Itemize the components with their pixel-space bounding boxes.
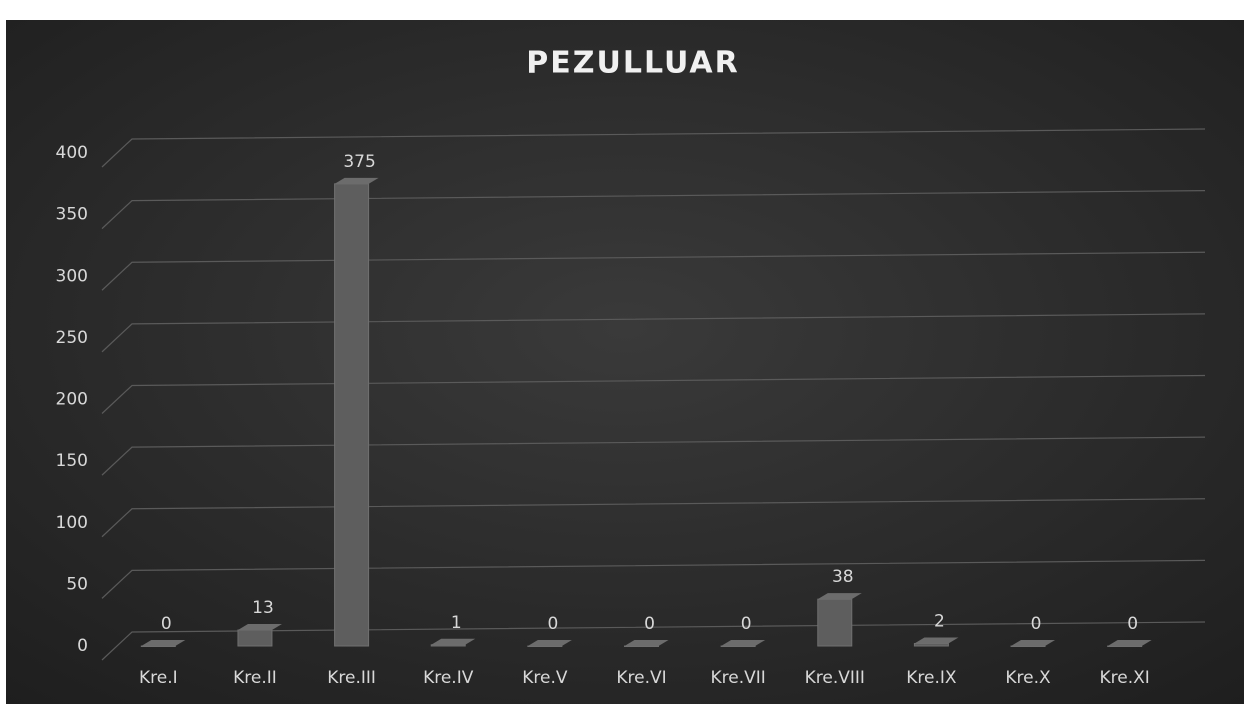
data-label: 0 — [1031, 614, 1042, 634]
x-tick-label: Kre.VII — [710, 668, 765, 688]
bar-top — [527, 640, 572, 646]
data-label: 0 — [644, 614, 655, 634]
bar-top — [624, 640, 669, 646]
x-tick-label: Kre.XI — [1100, 668, 1150, 688]
data-label: 1 — [451, 613, 462, 633]
bar — [1010, 645, 1046, 647]
data-label: 2 — [934, 612, 945, 632]
y-tick-label: 100 — [56, 513, 88, 533]
data-label: 0 — [741, 614, 752, 634]
y-tick-label: 250 — [56, 328, 88, 348]
bar — [913, 643, 949, 647]
bar-top — [914, 637, 959, 644]
bar-top — [1011, 640, 1056, 646]
x-tick-label: Kre.II — [233, 668, 277, 688]
y-tick-label: 50 — [66, 574, 88, 594]
bar — [140, 645, 176, 647]
grid-line — [101, 374, 1206, 414]
data-label: 0 — [161, 614, 172, 634]
grid-line — [101, 559, 1206, 599]
bar — [430, 644, 466, 647]
grid-line — [101, 436, 1206, 476]
x-tick-label: Kre.VIII — [805, 668, 865, 688]
data-label: 375 — [343, 152, 375, 172]
chart-background — [6, 20, 1244, 704]
y-tick-label: 200 — [56, 390, 88, 410]
x-tick-label: Kre.I — [139, 668, 178, 688]
grid-line — [101, 313, 1206, 353]
data-label: 13 — [252, 598, 274, 618]
bar-top — [237, 623, 282, 630]
bar — [1107, 645, 1143, 647]
bar — [527, 645, 563, 647]
grid-line — [101, 190, 1206, 230]
data-label: 38 — [832, 567, 854, 587]
bar-top — [431, 638, 476, 645]
data-label: 0 — [1127, 614, 1138, 634]
bar-top — [817, 593, 862, 600]
bar-top — [1107, 640, 1152, 646]
grid-line — [101, 251, 1206, 291]
x-tick-label: Kre.IV — [423, 668, 474, 688]
x-tick-label: Kre.III — [327, 668, 376, 688]
bar — [334, 183, 370, 647]
x-tick-label: Kre.VI — [616, 668, 666, 688]
x-tick-label: Kre.V — [522, 668, 568, 688]
x-tick-label: Kre.X — [1005, 668, 1051, 688]
bar — [237, 629, 273, 647]
bar-top — [721, 640, 766, 646]
data-label: 0 — [547, 614, 558, 634]
y-tick-label: 0 — [77, 636, 88, 656]
y-tick-label: 400 — [56, 143, 88, 163]
bar-top — [334, 177, 379, 184]
bar — [720, 645, 756, 647]
bar-top — [141, 640, 186, 646]
grid-line — [101, 128, 1206, 168]
y-tick-label: 350 — [56, 205, 88, 225]
x-tick-label: Kre.IX — [906, 668, 957, 688]
grid-line — [101, 498, 1206, 538]
bar — [624, 645, 659, 647]
bar — [817, 598, 853, 647]
y-tick-label: 300 — [56, 266, 88, 286]
chart-title: PEZULLUAR — [526, 46, 740, 81]
y-tick-label: 150 — [56, 451, 88, 471]
